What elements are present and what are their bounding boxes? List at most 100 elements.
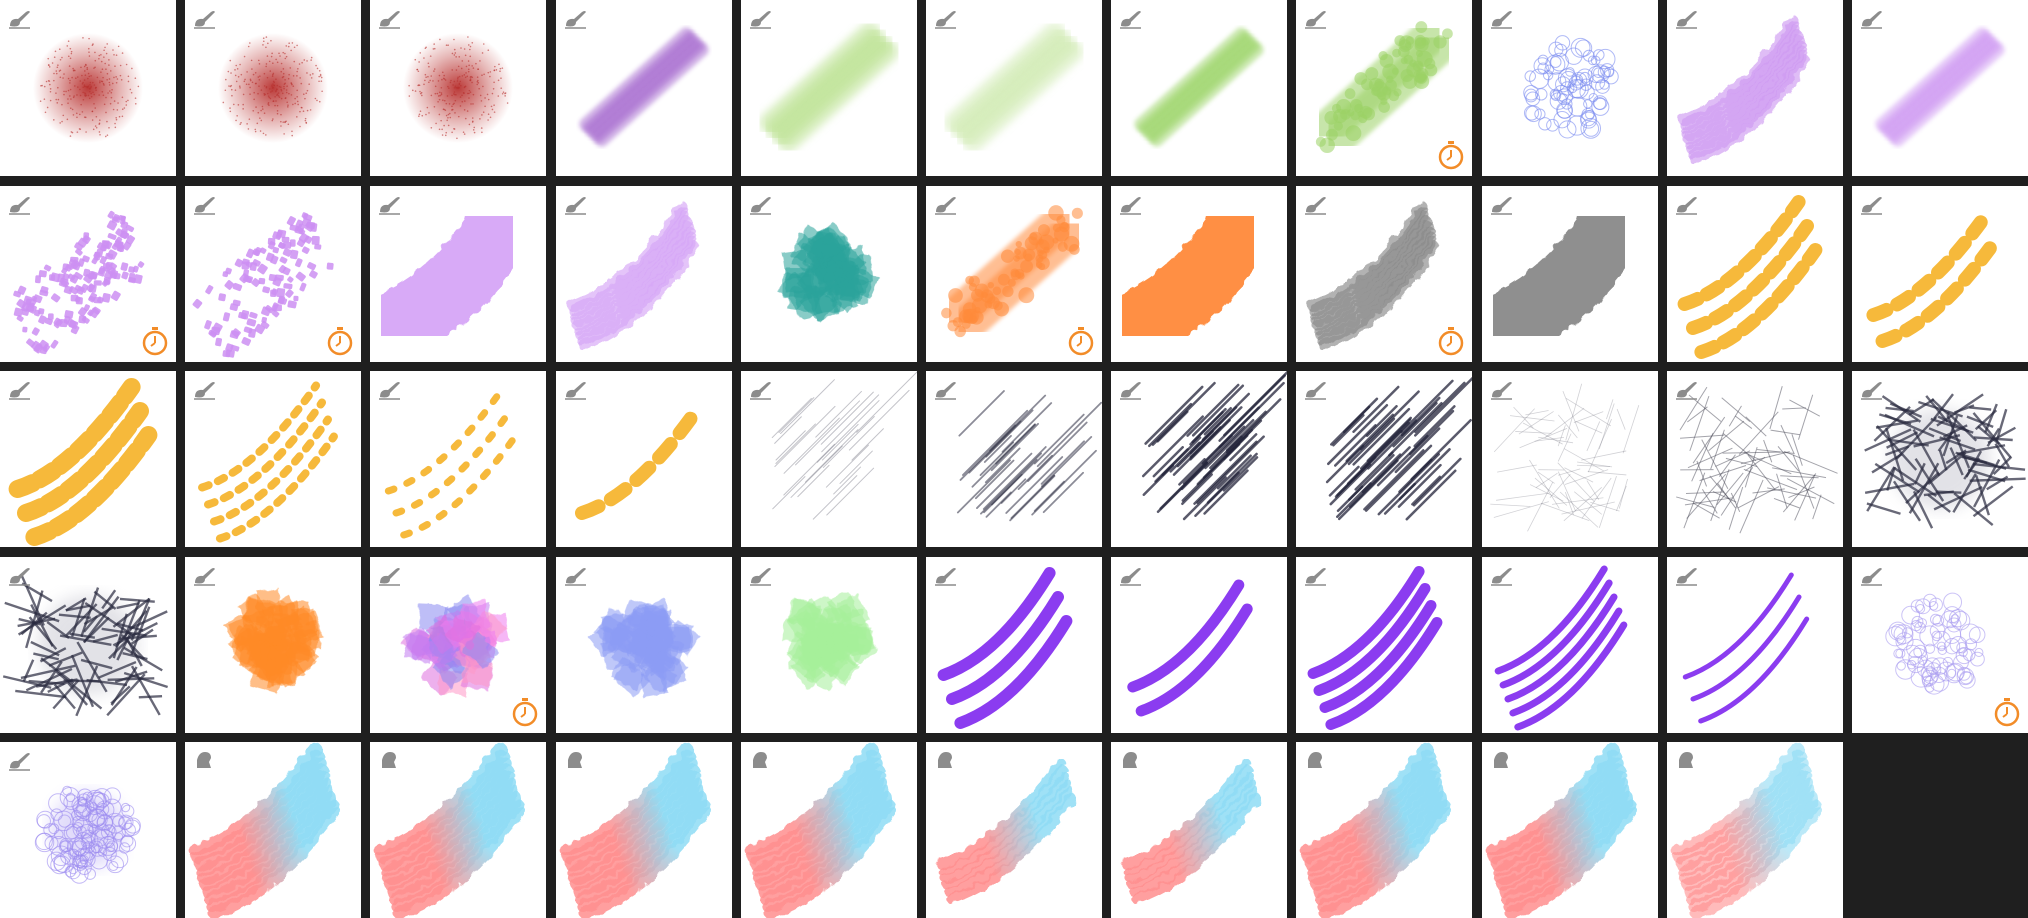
brush-preset-tile[interactable] — [740, 0, 917, 176]
stroke-preview — [586, 597, 701, 698]
stroke-preview — [1675, 386, 1838, 534]
stroke-preview — [374, 742, 526, 918]
stroke-preview — [1677, 194, 1823, 359]
brush-preset-tile[interactable] — [185, 185, 362, 362]
smudge-icon — [937, 752, 952, 768]
brush-icon — [9, 753, 30, 771]
stroke-preview — [1486, 742, 1637, 918]
stroke-preview — [1307, 565, 1443, 730]
stroke-preview — [1522, 35, 1619, 139]
brush-preset-tile[interactable] — [1111, 185, 1288, 362]
brush-preset-tile[interactable] — [925, 742, 1102, 918]
stroke-preview — [218, 33, 329, 143]
stroke-preview — [1481, 190, 1649, 361]
brush-preset-tile[interactable] — [1666, 185, 1843, 362]
stroke-preview — [1866, 205, 2004, 348]
brush-preset-tile[interactable] — [185, 371, 362, 547]
stroke-preview — [745, 742, 897, 918]
brush-preset-tile[interactable] — [555, 556, 732, 733]
brush-preset-tile[interactable] — [555, 185, 732, 362]
stroke-preview — [1682, 572, 1809, 723]
brush-preset-tile[interactable] — [1111, 742, 1288, 918]
stroke-preview — [1489, 383, 1639, 532]
brush-preset-tile[interactable] — [1481, 742, 1658, 918]
stroke-preview — [578, 27, 709, 147]
brush-icon — [1305, 567, 1327, 586]
timer-icon — [513, 697, 538, 726]
brush-preset-tile[interactable] — [370, 0, 547, 176]
brush-icon — [1675, 196, 1697, 215]
brush-preset-tile[interactable] — [370, 556, 547, 733]
stroke-preview — [13, 210, 145, 354]
brush-preset-tile[interactable] — [555, 371, 732, 547]
stroke-preview — [1671, 742, 1823, 918]
smudge-icon — [1308, 752, 1323, 768]
brush-preset-tile[interactable] — [370, 371, 547, 547]
brush-icon — [1490, 196, 1512, 215]
brush-preset-tile[interactable] — [1296, 371, 1473, 547]
brush-preset-tile[interactable] — [1481, 185, 1658, 362]
brush-preset-tile[interactable] — [185, 0, 362, 176]
stroke-preview — [1121, 758, 1261, 904]
brush-preset-tile[interactable] — [1481, 0, 1658, 176]
brush-preset-tile[interactable] — [740, 371, 917, 547]
brush-preset-tile[interactable] — [740, 185, 917, 362]
brush-preset-tile[interactable] — [0, 556, 176, 733]
brush-preset-tile[interactable] — [1481, 556, 1658, 733]
smudge-icon — [1493, 752, 1508, 768]
brush-preset-tile[interactable] — [925, 0, 1102, 176]
brush-icon — [1120, 382, 1142, 400]
brush-preset-tile[interactable] — [0, 185, 176, 362]
brush-preset-tile[interactable] — [1111, 556, 1288, 733]
brush-preset-tile[interactable] — [370, 185, 547, 362]
brush-preset-tile[interactable] — [925, 556, 1102, 733]
brush-preset-tile[interactable] — [0, 0, 176, 176]
brush-preset-tile[interactable] — [185, 742, 362, 918]
brush-preset-tile[interactable] — [185, 556, 362, 733]
brush-preset-tile[interactable] — [1666, 0, 1843, 176]
stroke-preview — [771, 371, 917, 520]
brush-preset-tile[interactable] — [1666, 556, 1843, 733]
stroke-preview — [1677, 15, 1810, 165]
brush-preset-tile[interactable] — [1851, 556, 2028, 733]
brush-preset-tile[interactable] — [1111, 371, 1288, 547]
brush-preset-tile[interactable] — [740, 556, 917, 733]
brush-preset-tile[interactable] — [1296, 742, 1473, 918]
brush-icon — [194, 11, 216, 29]
brush-preset-tile[interactable] — [1851, 371, 2028, 547]
brush-icon — [1860, 382, 1882, 400]
brush-icon — [1860, 567, 1882, 586]
stroke-preview — [758, 21, 899, 153]
stroke-preview — [400, 594, 511, 696]
stroke-preview — [574, 404, 703, 520]
brush-icon — [194, 196, 216, 215]
brush-preset-tile[interactable] — [1851, 0, 2028, 176]
brush-preset-tile[interactable] — [925, 371, 1102, 547]
brush-preset-tile[interactable] — [555, 0, 732, 176]
brush-preset-tile[interactable] — [0, 742, 176, 918]
brush-preset-tile[interactable] — [925, 185, 1102, 362]
brush-preset-tile[interactable] — [370, 742, 547, 918]
stroke-preview — [956, 390, 1102, 522]
stroke-preview — [1111, 190, 1279, 361]
brush-preset-tile[interactable] — [0, 371, 176, 547]
brush-preset-tile[interactable] — [740, 742, 917, 918]
brush-preset-tile[interactable] — [1481, 371, 1658, 547]
brush-preset-tile[interactable] — [1111, 0, 1288, 176]
brush-icon — [194, 382, 216, 400]
brush-preset-tile[interactable] — [1296, 556, 1473, 733]
smudge-icon — [752, 752, 767, 768]
brush-preset-tile[interactable] — [1851, 185, 2028, 362]
brush-preset-tile[interactable] — [1296, 0, 1473, 176]
stroke-preview — [218, 33, 329, 143]
brush-icon — [379, 196, 401, 215]
brush-icon — [564, 11, 586, 29]
brush-preset-tile[interactable] — [1296, 185, 1473, 362]
brush-icon — [1120, 196, 1142, 215]
brush-preset-tile[interactable] — [555, 742, 732, 918]
brush-preset-tile[interactable] — [1666, 371, 1843, 547]
brush-preset-tile[interactable] — [1666, 742, 1843, 918]
brush-icon — [379, 11, 401, 29]
brush-icon — [9, 196, 30, 215]
stroke-preview — [1864, 393, 2026, 529]
